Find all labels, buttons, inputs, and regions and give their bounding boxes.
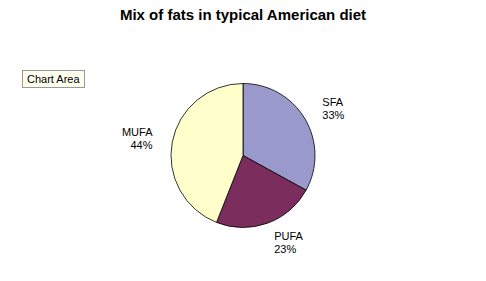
svg-text:SFA33%: SFA33% [322,96,344,121]
html-text:Mix of fats in typical America: Mix of fats in typical American diet [119,6,367,23]
svg-text:MUFA44%: MUFA44% [122,126,153,151]
html-text:Chart Area: Chart Area [27,73,80,85]
svg-text:PUFA23%: PUFA23% [274,230,303,255]
